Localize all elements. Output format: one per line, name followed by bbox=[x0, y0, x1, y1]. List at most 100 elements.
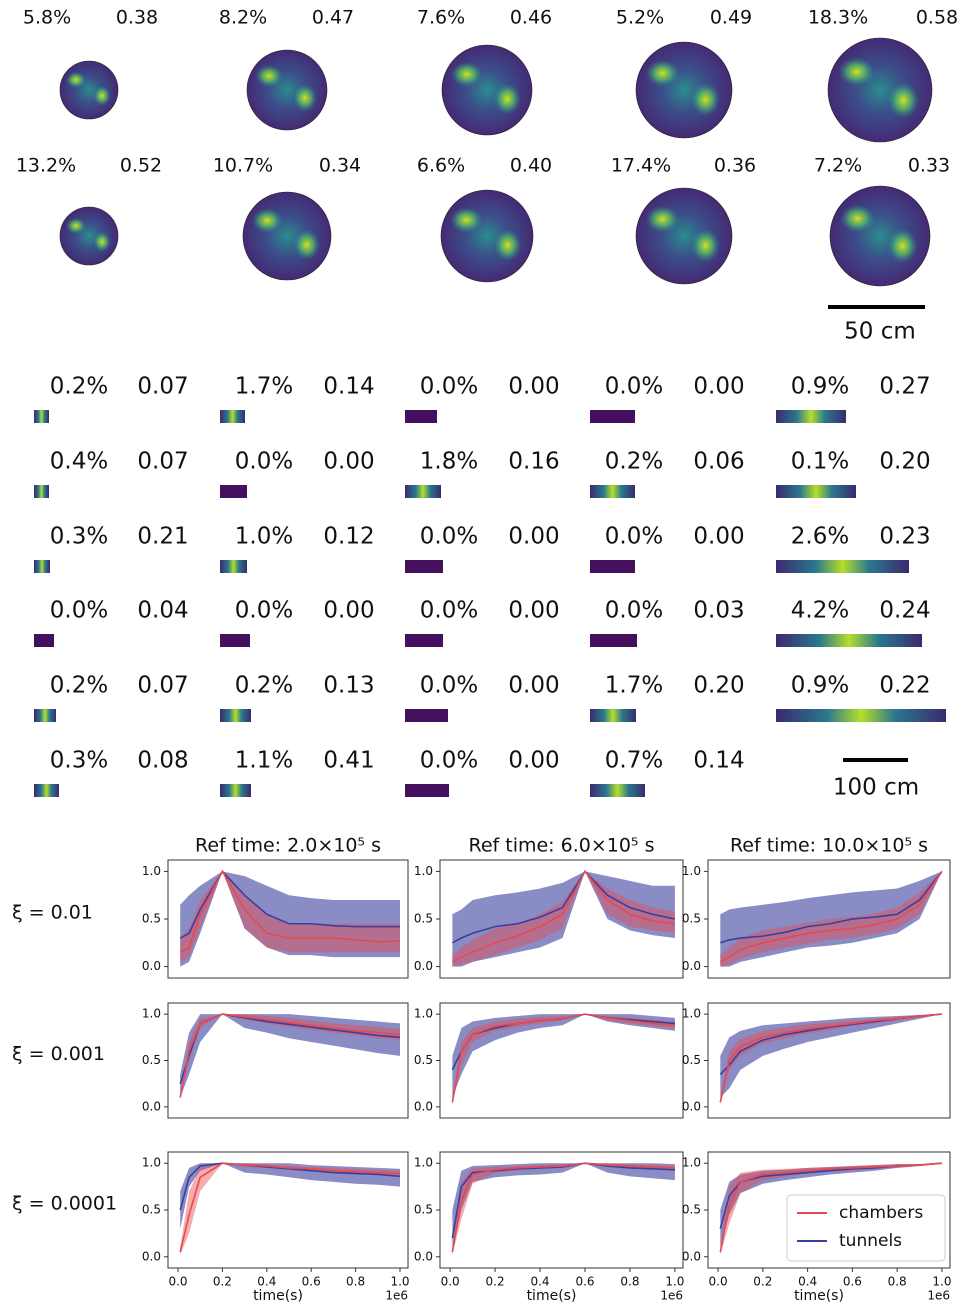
y-tick-label: 0.0 bbox=[142, 1099, 161, 1113]
heatmap-spot bbox=[66, 72, 86, 88]
score-label: 0.04 bbox=[137, 598, 188, 624]
y-tick-label: 0.5 bbox=[682, 912, 701, 926]
percent-label: 0.3% bbox=[50, 748, 108, 774]
x-offset-label: 1e6 bbox=[660, 1289, 683, 1303]
score-label: 0.58 bbox=[916, 7, 958, 29]
percent-label: 7.2% bbox=[814, 155, 862, 177]
percent-label: 8.2% bbox=[219, 7, 267, 29]
x-tick-label: 0.0 bbox=[441, 1275, 460, 1289]
score-label: 0.00 bbox=[508, 598, 559, 624]
percent-label: 0.0% bbox=[235, 598, 293, 624]
track-heatmap bbox=[220, 709, 251, 722]
track-heatmap bbox=[220, 560, 247, 573]
heatmap-disc bbox=[636, 188, 732, 284]
score-label: 0.47 bbox=[312, 7, 354, 29]
percent-label: 0.0% bbox=[605, 524, 663, 550]
percent-label: 6.6% bbox=[417, 155, 465, 177]
percent-label: 17.4% bbox=[611, 155, 671, 177]
score-label: 0.00 bbox=[693, 524, 744, 550]
track-heatmap bbox=[34, 784, 59, 797]
heatmap-spot bbox=[888, 82, 919, 118]
heatmap-spot bbox=[450, 207, 482, 233]
y-tick-label: 0.0 bbox=[682, 1099, 701, 1113]
x-axis-label: time(s) bbox=[794, 1288, 844, 1304]
x-tick-label: 0.8 bbox=[346, 1275, 365, 1289]
y-tick-label: 0.0 bbox=[414, 959, 433, 973]
track-heatmap bbox=[220, 634, 250, 647]
heatmap-disc bbox=[243, 192, 331, 280]
score-label: 0.36 bbox=[714, 155, 756, 177]
x-tick-label: 0.6 bbox=[843, 1275, 862, 1289]
x-tick-label: 0.6 bbox=[575, 1275, 594, 1289]
y-tick-label: 0.5 bbox=[414, 912, 433, 926]
track-heatmap bbox=[405, 560, 443, 573]
heatmap-spot bbox=[691, 229, 720, 263]
track-heatmap bbox=[220, 410, 245, 423]
track-heatmap bbox=[590, 410, 635, 423]
heatmap-disc bbox=[60, 61, 118, 119]
y-tick-label: 0.0 bbox=[414, 1099, 433, 1113]
chart-title: Ref time: 2.0×10⁵ s bbox=[195, 835, 381, 857]
percent-label: 0.2% bbox=[605, 449, 663, 475]
track-heatmap bbox=[405, 485, 441, 498]
chart-title: Ref time: 10.0×10⁵ s bbox=[730, 835, 928, 857]
x-tick-label: 0.8 bbox=[620, 1275, 639, 1289]
heatmap-disc bbox=[247, 50, 327, 130]
track-heatmap bbox=[590, 560, 635, 573]
score-label: 0.12 bbox=[323, 524, 374, 550]
percent-label: 0.0% bbox=[420, 748, 478, 774]
percent-label: 0.0% bbox=[50, 598, 108, 624]
heatmap-spot bbox=[66, 218, 86, 234]
percent-label: 13.2% bbox=[16, 155, 76, 177]
y-tick-label: 0.0 bbox=[142, 959, 161, 973]
heatmap-disc bbox=[830, 186, 930, 286]
score-label: 0.03 bbox=[693, 598, 744, 624]
track-heatmap bbox=[590, 784, 645, 797]
track-heatmap bbox=[34, 634, 54, 647]
x-tick-label: 0.4 bbox=[530, 1275, 549, 1289]
row-label: ξ = 0.01 bbox=[12, 902, 93, 924]
score-label: 0.00 bbox=[508, 673, 559, 699]
track-heatmap bbox=[34, 410, 49, 423]
y-tick-label: 0.5 bbox=[682, 1053, 701, 1067]
score-label: 0.21 bbox=[137, 524, 188, 550]
percent-label: 0.4% bbox=[50, 449, 108, 475]
y-tick-label: 0.0 bbox=[142, 1249, 161, 1263]
y-tick-label: 0.0 bbox=[682, 959, 701, 973]
score-label: 0.08 bbox=[137, 748, 188, 774]
score-label: 0.00 bbox=[508, 524, 559, 550]
y-tick-label: 0.5 bbox=[414, 1053, 433, 1067]
heatmap-spot bbox=[494, 83, 521, 115]
figure: 5.8%0.388.2%0.477.6%0.465.2%0.4918.3%0.5… bbox=[0, 0, 965, 1306]
x-tick-label: 0.0 bbox=[168, 1275, 187, 1289]
percent-label: 0.0% bbox=[235, 449, 293, 475]
percent-label: 1.0% bbox=[235, 524, 293, 550]
heatmap-spot bbox=[888, 229, 918, 264]
score-label: 0.00 bbox=[508, 748, 559, 774]
percent-label: 1.7% bbox=[235, 374, 293, 400]
score-label: 0.14 bbox=[323, 374, 374, 400]
track-heatmap bbox=[405, 784, 449, 797]
track-heatmap bbox=[405, 410, 437, 423]
x-axis-label: time(s) bbox=[253, 1288, 303, 1304]
percent-label: 5.8% bbox=[23, 7, 71, 29]
x-tick-label: 0.2 bbox=[753, 1275, 772, 1289]
track-heatmap bbox=[34, 485, 49, 498]
x-tick-label: 0.8 bbox=[888, 1275, 907, 1289]
heatmap-spot bbox=[93, 232, 110, 252]
track-heatmap bbox=[405, 709, 448, 722]
legend-label: chambers bbox=[839, 1203, 923, 1223]
track-heatmap bbox=[590, 709, 636, 722]
score-label: 0.22 bbox=[879, 673, 930, 699]
percent-label: 1.8% bbox=[420, 449, 478, 475]
percent-label: 0.7% bbox=[605, 748, 663, 774]
score-label: 0.33 bbox=[908, 155, 950, 177]
x-tick-label: 0.4 bbox=[257, 1275, 276, 1289]
percent-label: 0.9% bbox=[791, 673, 849, 699]
heatmap-spot bbox=[840, 205, 875, 233]
track-heatmap bbox=[220, 485, 247, 498]
y-tick-label: 1.0 bbox=[414, 1156, 433, 1170]
heatmap-disc bbox=[636, 42, 732, 138]
track-heatmap bbox=[776, 634, 922, 647]
score-label: 0.40 bbox=[510, 155, 552, 177]
